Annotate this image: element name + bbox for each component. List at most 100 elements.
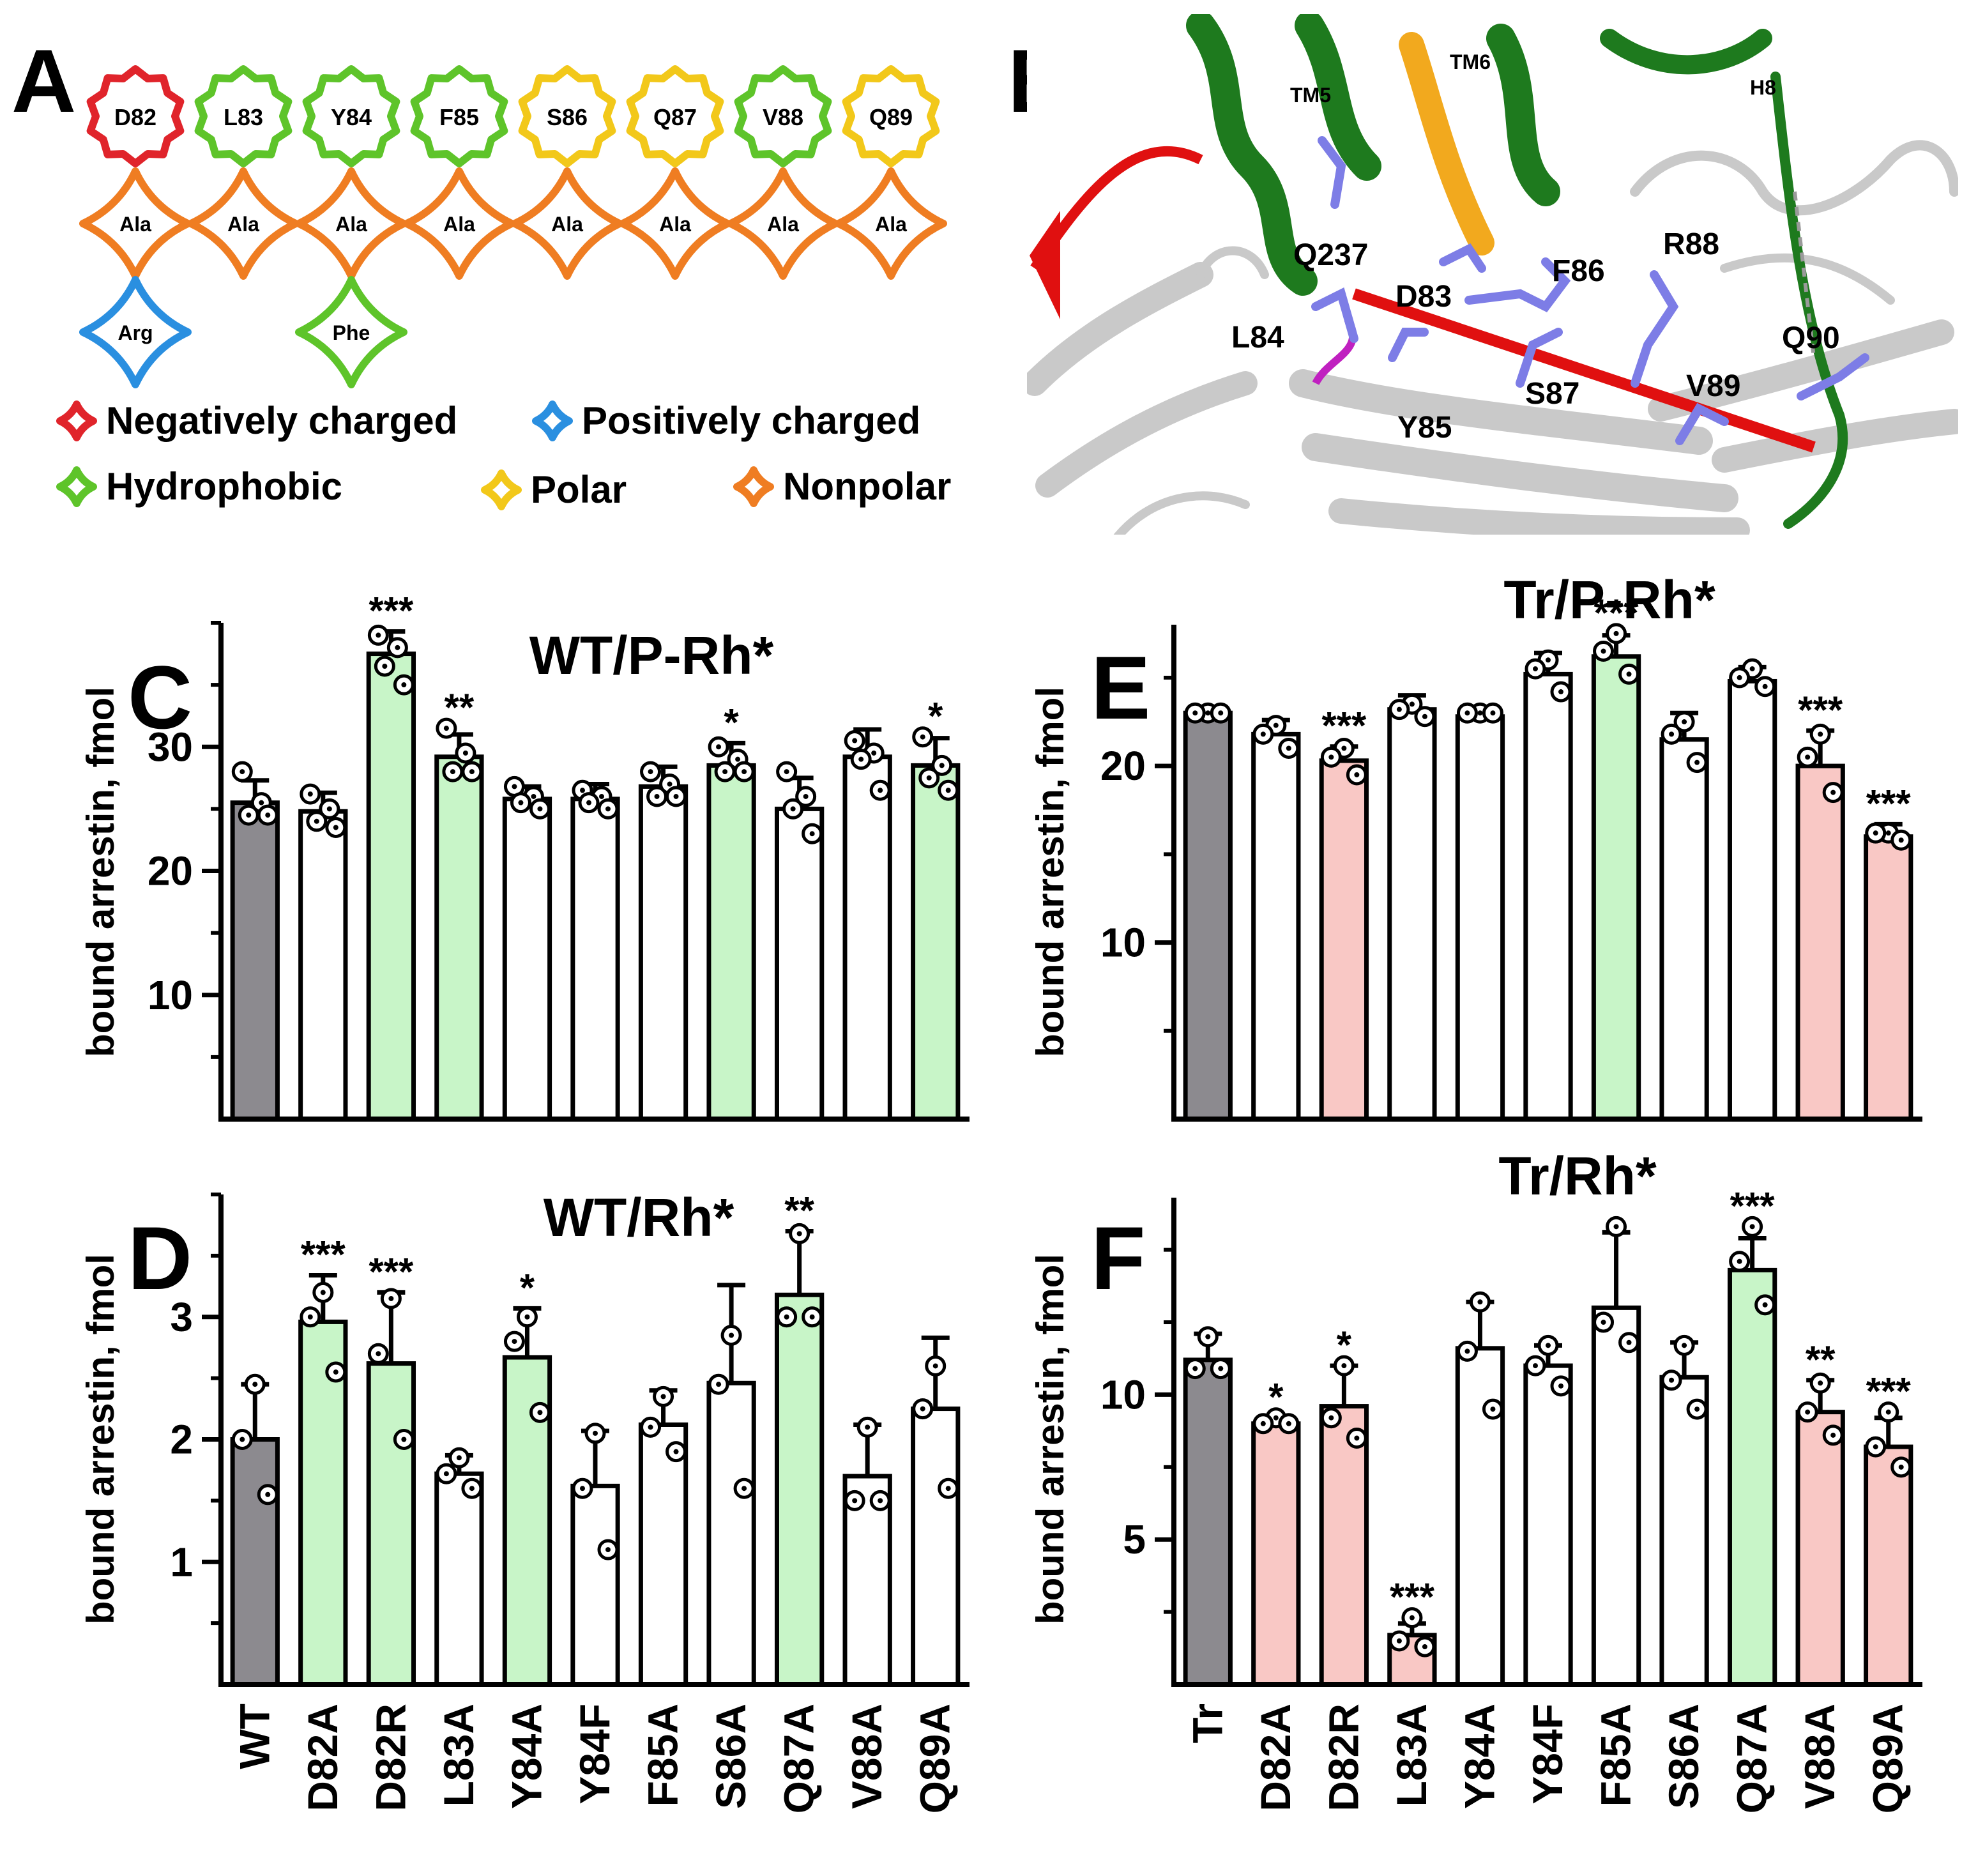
x-tick-label: Y84F [571, 1704, 618, 1804]
x-tick-label: WT [231, 1704, 278, 1769]
bar-q87a [1727, 678, 1777, 1122]
data-point-center [809, 1314, 815, 1320]
data-point-center [1490, 710, 1496, 716]
data-point-center [1273, 1415, 1279, 1421]
substitution-label: Ala [227, 213, 259, 236]
data-point-center [1830, 1432, 1836, 1438]
substitution-badge [835, 167, 947, 280]
panel-label-d: D [128, 1208, 192, 1308]
side-chains [1311, 136, 1869, 445]
significance-marker: *** [1390, 1576, 1435, 1619]
bar-q89a [1864, 834, 1913, 1122]
data-point-center [1477, 1299, 1483, 1305]
data-point-center [518, 800, 524, 805]
data-point-center [784, 1314, 789, 1320]
data-point-center [326, 806, 332, 812]
significance-marker: *** [1730, 1184, 1776, 1227]
substitution-badge [187, 167, 300, 280]
residue-label: Y84 [331, 104, 372, 130]
data-point-center [716, 1382, 722, 1387]
bar-tr [1183, 710, 1233, 1122]
significance-marker: *** [1866, 782, 1912, 825]
data-point-center [450, 769, 455, 775]
data-point-center [1558, 689, 1563, 695]
data-point-center [333, 825, 338, 830]
significance-marker: *** [369, 590, 414, 632]
y-axis-label: bound arrestin, fmol [79, 1254, 122, 1624]
data-point-center [1218, 710, 1224, 716]
bar-l83a [434, 754, 484, 1122]
data-point-center [660, 1394, 666, 1399]
substitution-badge [727, 167, 839, 280]
data-point-center [1898, 837, 1904, 843]
data-point-center [741, 1486, 747, 1491]
data-point-center [926, 775, 932, 781]
bar-s86a [1659, 737, 1709, 1122]
substitution-label: Ala [335, 213, 367, 236]
data-point-center [1260, 731, 1266, 737]
bar-y84f [570, 797, 620, 1122]
residue-badge-l83 [194, 65, 293, 167]
bar-d82r [1319, 1404, 1369, 1687]
bar-v88a [842, 754, 892, 1122]
data-point-center [803, 793, 809, 799]
data-point-center [333, 1369, 338, 1375]
bar-f85a [1591, 654, 1641, 1122]
data-point-center [1669, 731, 1675, 737]
significance-marker: *** [1321, 705, 1367, 747]
residue-label: D82 [114, 104, 156, 130]
data-point-center [939, 763, 945, 768]
data-point-center [1260, 1421, 1266, 1426]
panel-label-e: E [1091, 637, 1150, 738]
data-point-center [469, 769, 475, 775]
data-point-center [1546, 1343, 1551, 1348]
data-point-center [1873, 830, 1878, 836]
bar-f85a [638, 784, 688, 1122]
legend-swatch-pos [532, 400, 573, 441]
label-v89: V89 [1686, 369, 1740, 403]
data-point-center [667, 781, 673, 787]
significance-marker: *** [1798, 689, 1843, 731]
data-point-center [1192, 1366, 1198, 1371]
y-tick-label: 3 [170, 1294, 193, 1340]
x-tick-label: V88A [1796, 1704, 1843, 1809]
data-point-center [1546, 657, 1551, 663]
data-point-center [1737, 675, 1742, 680]
data-point-center [1409, 1615, 1415, 1621]
bar-q87a [1727, 1267, 1777, 1687]
x-tick-label: Tr [1183, 1704, 1231, 1743]
data-point-center [1341, 745, 1347, 751]
bar-y84f [1523, 1363, 1573, 1687]
data-point-center [796, 1231, 802, 1237]
dashed-connection [1793, 191, 1816, 358]
bar-q87a [774, 806, 825, 1122]
data-point-center [1354, 1435, 1360, 1441]
label-s87: S87 [1525, 377, 1579, 411]
data-point-center [1490, 1407, 1496, 1412]
bar-d82r [366, 652, 416, 1122]
data-point-center [741, 769, 747, 775]
legend-label: Hydrophobic [106, 465, 342, 508]
bar-s86a [1659, 1375, 1709, 1687]
x-tick-label: Q89A [911, 1704, 959, 1813]
label-y85: Y85 [1397, 411, 1452, 445]
substitution-badge [619, 167, 731, 280]
x-tick-label: Q89A [1864, 1704, 1912, 1813]
x-tick-label: Y84A [503, 1704, 550, 1809]
data-point-center [605, 806, 611, 812]
data-point-center [1873, 1444, 1878, 1450]
significance-marker: *** [1866, 1370, 1912, 1413]
significance-marker: * [928, 695, 943, 738]
residue-badge-q89 [842, 65, 940, 167]
data-point-center [443, 726, 449, 731]
bar-d82a [298, 809, 348, 1122]
bar-y84f [570, 1483, 620, 1687]
substitution-badge [511, 167, 623, 280]
data-point-center [945, 1486, 951, 1491]
data-point-center [648, 1424, 653, 1430]
data-point-center [1885, 1409, 1891, 1415]
data-point-center [1818, 1380, 1823, 1386]
bar-v88a [1795, 763, 1845, 1122]
data-point-center [531, 793, 536, 799]
